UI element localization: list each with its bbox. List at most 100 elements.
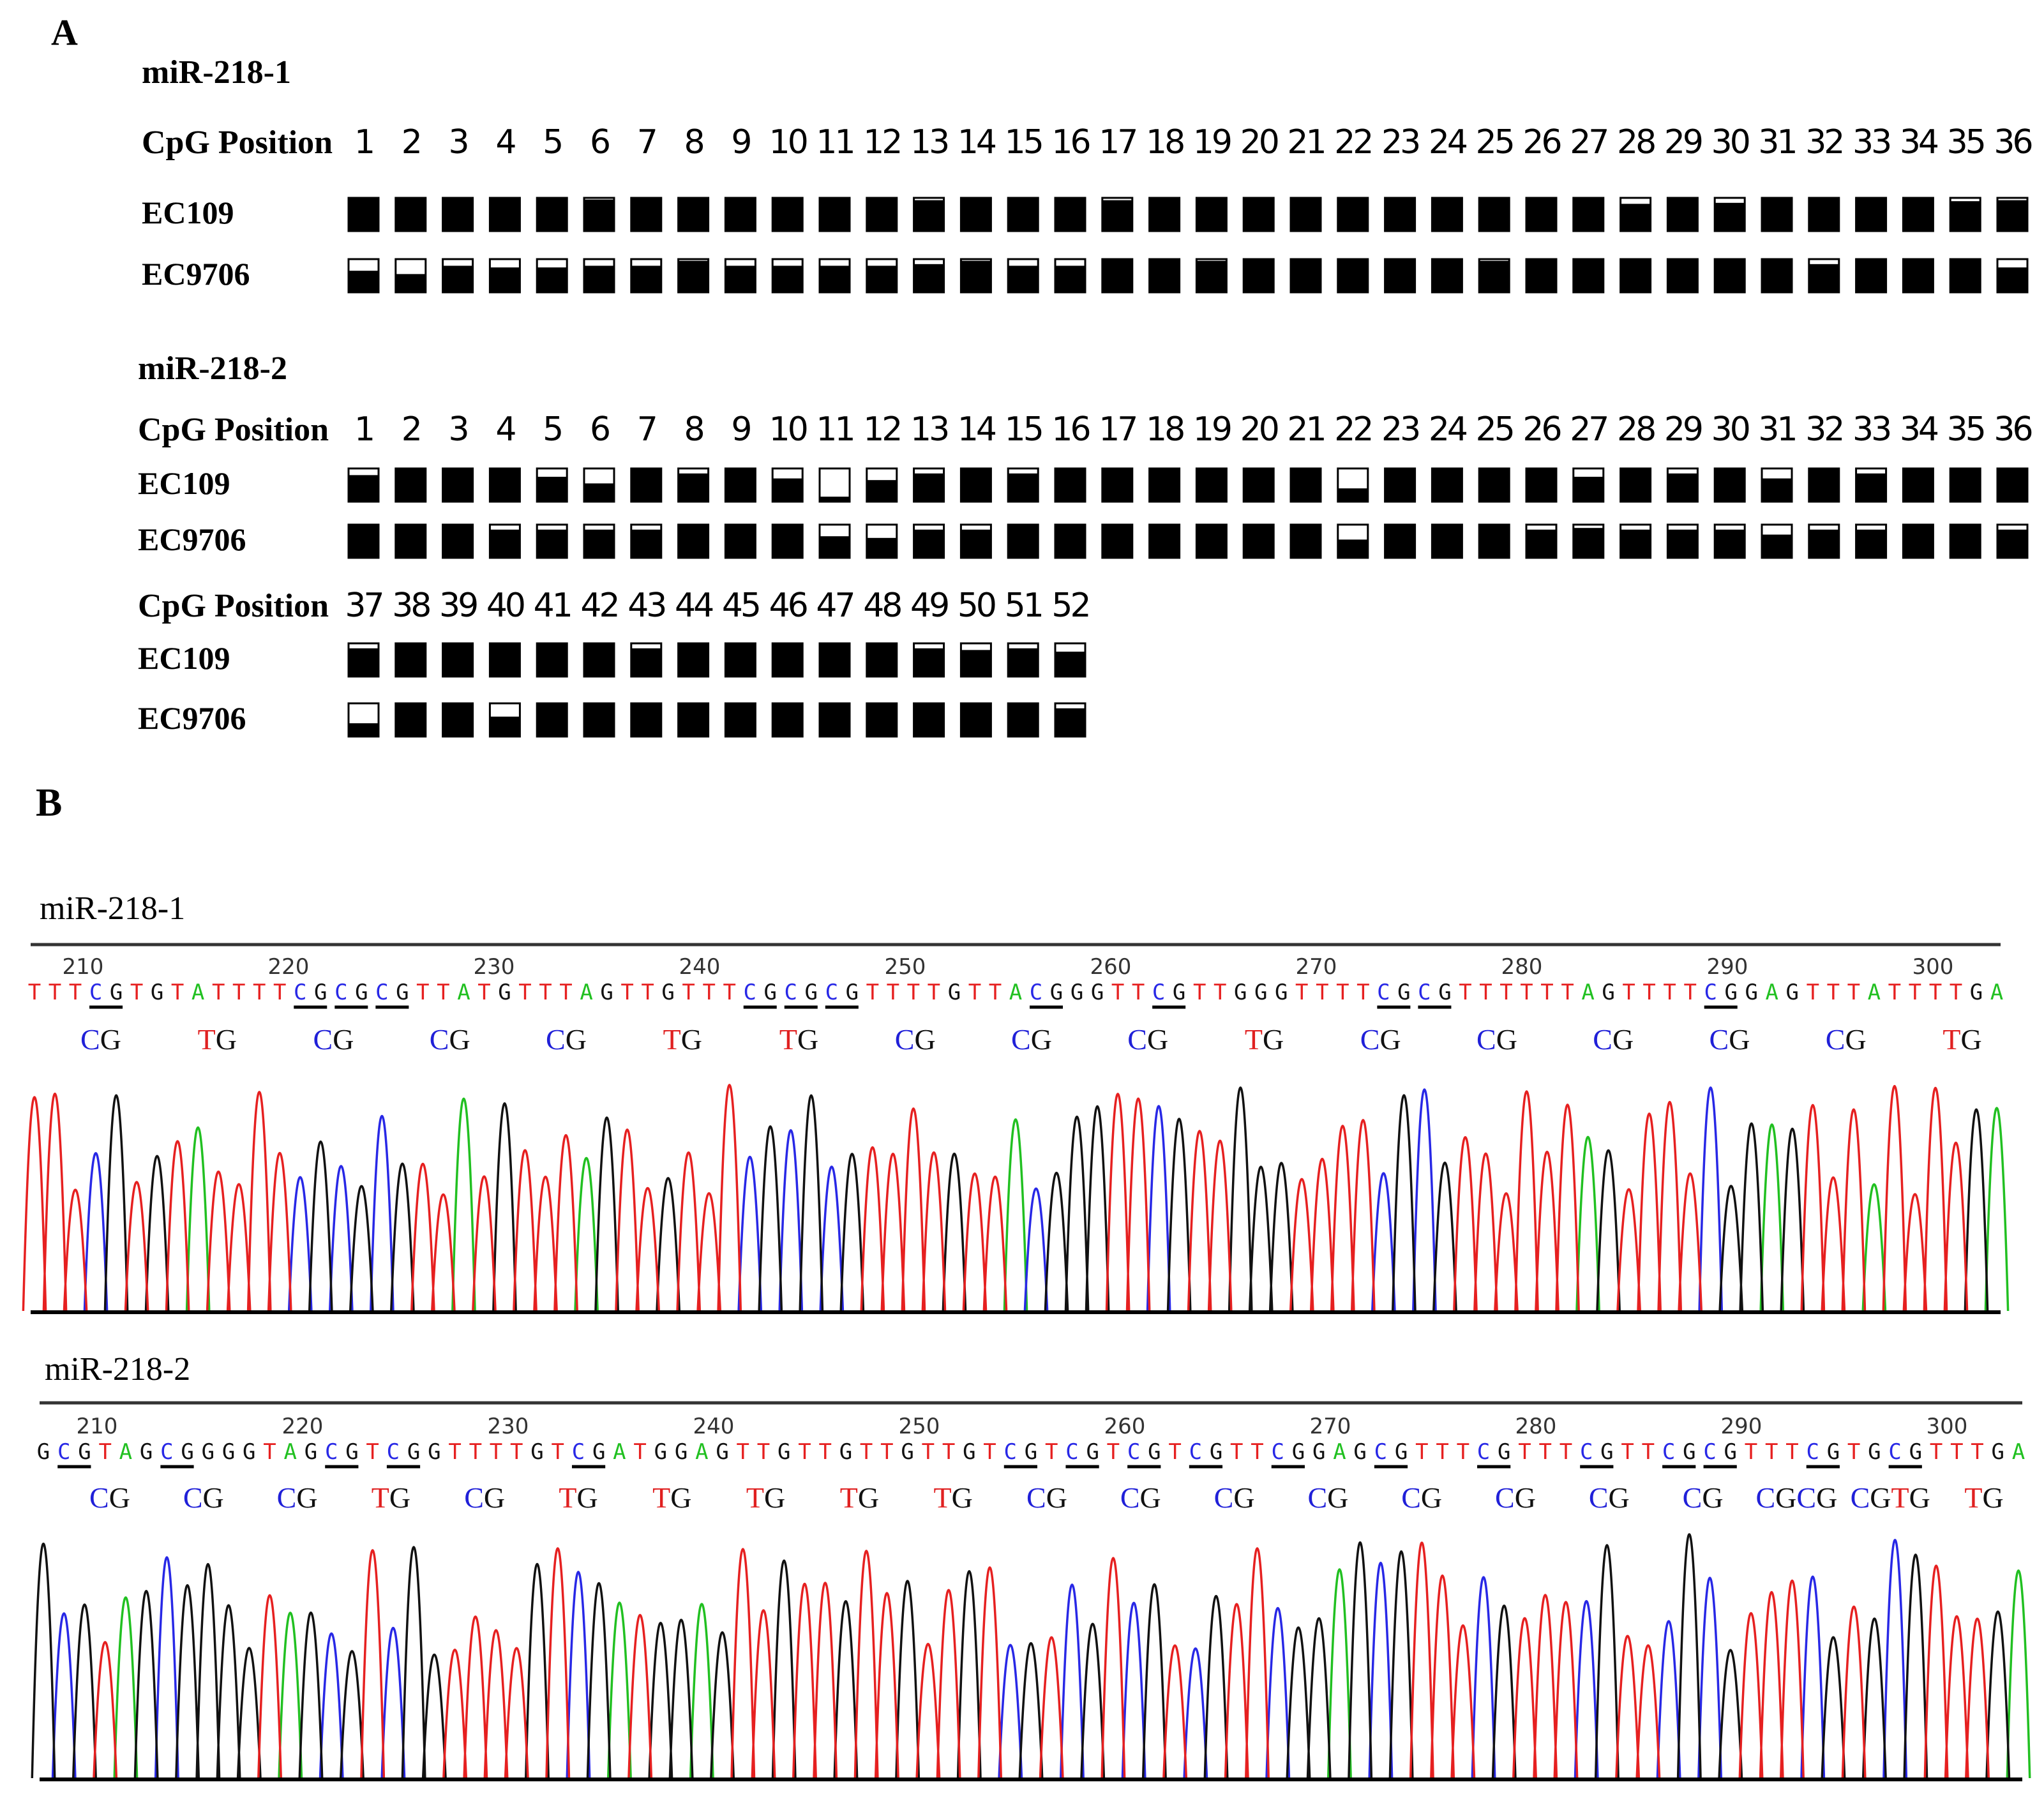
methylation-fill	[631, 468, 661, 502]
svg-text:C: C	[387, 1439, 400, 1465]
svg-text:T: T	[510, 1439, 523, 1465]
svg-text:T: T	[1457, 1439, 1469, 1465]
svg-text:T: T	[1785, 1439, 1798, 1465]
methylation-fill	[820, 198, 850, 231]
svg-text:G: G	[1745, 980, 1758, 1005]
methylation-fill	[1055, 198, 1085, 231]
methylation-fill	[725, 525, 756, 558]
cpg-position-number: 31	[1758, 410, 1795, 449]
svg-text:T: T	[1807, 980, 1819, 1005]
svg-text:T: T	[539, 980, 552, 1005]
methylation-fill	[1526, 468, 1556, 502]
methylation-fill	[1055, 468, 1085, 502]
methylation-fill	[961, 703, 991, 737]
svg-text:A: A	[1868, 980, 1881, 1005]
cpg-position-number: 3	[449, 410, 467, 449]
svg-text:T: T	[968, 980, 981, 1005]
svg-text:C: C	[785, 980, 797, 1005]
svg-text:T: T	[1193, 980, 1206, 1005]
svg-text:G: G	[428, 1439, 440, 1465]
svg-text:T: T	[928, 980, 940, 1005]
svg-text:T: T	[1621, 1439, 1634, 1465]
cpg-call-label: CG	[1710, 1023, 1750, 1056]
methylation-fill	[1620, 204, 1651, 231]
svg-text:T: T	[633, 1439, 646, 1465]
chromatogram-peaks-t	[93, 1541, 1990, 1779]
svg-text:G: G	[1395, 1439, 1408, 1465]
methylation-fill	[1479, 525, 1510, 558]
cpg-position-number: 15	[1005, 123, 1042, 161]
cpg-position-number: 13	[910, 123, 947, 161]
methylation-fill	[1620, 259, 1651, 292]
cpg-position-number: 31	[1758, 123, 1795, 161]
svg-text:T: T	[130, 980, 143, 1005]
cpg-position-number: 45	[722, 587, 759, 625]
methylation-fill	[678, 703, 709, 737]
svg-text:T: T	[1214, 980, 1226, 1005]
methylation-fill	[772, 643, 803, 677]
methylation-fill	[1432, 468, 1462, 502]
cpg-position-number: 48	[863, 587, 901, 625]
svg-text:T: T	[1929, 980, 1942, 1005]
methylation-fill	[395, 525, 426, 558]
methylation-fill	[820, 643, 850, 677]
methylation-fill	[1808, 198, 1839, 231]
methylation-fill	[961, 529, 991, 558]
svg-text:G: G	[345, 1439, 358, 1465]
cpg-call-label: CG	[1477, 1023, 1517, 1056]
cpg-position-number: 11	[816, 123, 853, 161]
svg-text:G: G	[948, 980, 961, 1005]
methylation-fill	[725, 266, 756, 292]
cpg-call-label: CG	[80, 1023, 121, 1056]
position-tick-label: 300	[1927, 1414, 1968, 1439]
methylation-fill	[395, 643, 426, 677]
methylation-fill	[1196, 198, 1227, 231]
cpg-position-number: 20	[1240, 123, 1278, 161]
methylation-fill	[913, 529, 944, 558]
svg-text:T: T	[98, 1439, 111, 1465]
svg-text:C: C	[160, 1439, 173, 1465]
position-tick-label: 280	[1501, 954, 1543, 980]
svg-text:G: G	[1275, 980, 1288, 1005]
cpg-position-number: 19	[1193, 123, 1231, 161]
methylation-fill	[866, 266, 897, 292]
cpg-position-number: 35	[1947, 123, 1984, 161]
cpg-position-number: 19	[1193, 410, 1231, 449]
methylation-fill	[490, 267, 520, 292]
cpg-call-label: CG	[1495, 1481, 1536, 1514]
svg-text:G: G	[764, 980, 777, 1005]
svg-text:G: G	[1724, 980, 1737, 1005]
methylation-fill	[1856, 529, 1886, 558]
cpg-position-number: 12	[863, 123, 900, 161]
svg-text:T: T	[1847, 980, 1860, 1005]
svg-text:T: T	[880, 1439, 893, 1465]
svg-text:T: T	[273, 980, 286, 1005]
svg-text:T: T	[1765, 1439, 1778, 1465]
methylation-fill	[1102, 468, 1132, 502]
methylation-fill	[1337, 198, 1368, 231]
cpg-position-number: 25	[1476, 123, 1513, 161]
methylation-fill	[1102, 200, 1132, 231]
chromatogram-peaks-c	[51, 1539, 1908, 1779]
cpg-call-label: CG	[1120, 1481, 1161, 1514]
svg-text:G: G	[592, 1439, 605, 1465]
methylation-fill	[1055, 266, 1085, 292]
svg-text:T: T	[1950, 980, 1962, 1005]
svg-text:A: A	[695, 1439, 708, 1465]
methylation-fill	[1620, 529, 1651, 558]
methylation-fill	[1291, 468, 1321, 502]
methylation-fill	[1762, 478, 1792, 502]
svg-text:G: G	[963, 1439, 975, 1465]
svg-text:G: G	[78, 1439, 91, 1465]
cpg-call-label: TG	[652, 1481, 691, 1514]
trace-title: miR-218-2	[45, 1351, 190, 1388]
methylation-fill	[584, 703, 614, 737]
cpg-position-number: 17	[1099, 410, 1136, 449]
svg-text:G: G	[1786, 980, 1799, 1005]
cpg-position-number: 18	[1146, 123, 1184, 161]
cpg-position-number: 3	[449, 123, 467, 161]
block-title: miR-218-1	[142, 54, 291, 91]
cpg-position-number: 14	[958, 123, 996, 161]
methylation-fill	[1385, 198, 1415, 231]
svg-text:T: T	[1847, 1439, 1860, 1465]
